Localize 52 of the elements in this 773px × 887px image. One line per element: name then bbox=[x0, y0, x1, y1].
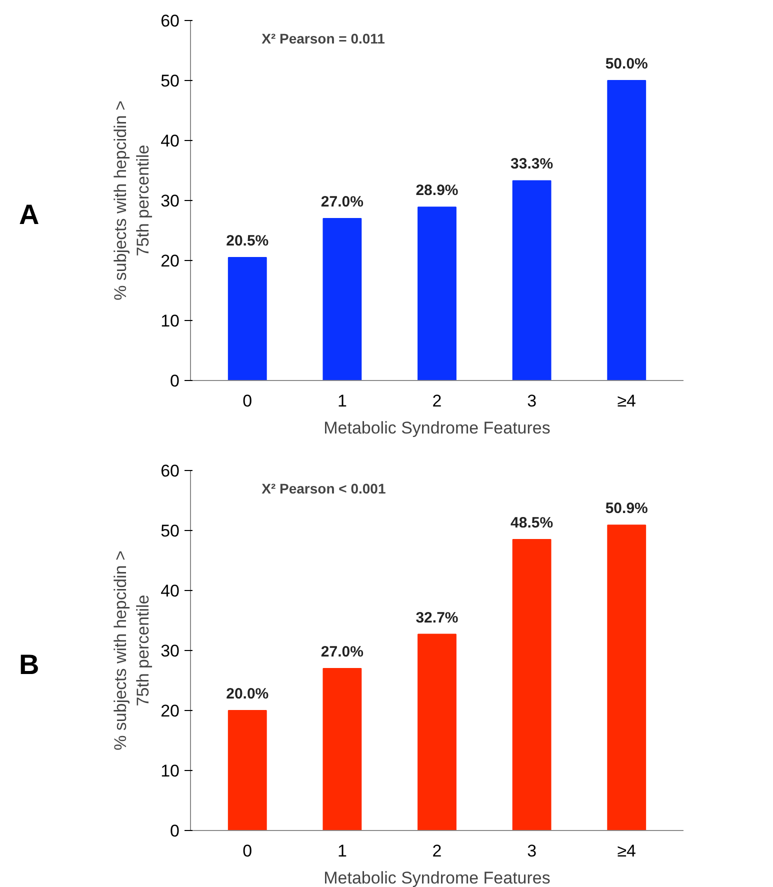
y-tick-label: 0 bbox=[170, 822, 180, 840]
bar bbox=[607, 80, 646, 380]
data-label: 50.0% bbox=[605, 56, 648, 72]
y-tick-label: 10 bbox=[160, 312, 180, 330]
data-label: 20.5% bbox=[226, 232, 269, 250]
data-label: 50.9% bbox=[605, 500, 648, 518]
bar bbox=[512, 539, 552, 830]
bar bbox=[512, 180, 552, 380]
annotation: Χ² Pearson = 0.011 bbox=[262, 30, 386, 46]
y-axis-title: % subjects with hepcidin > 75th percentile bbox=[110, 100, 153, 300]
data-label: 33.3% bbox=[510, 156, 554, 173]
x-tick-label: 2 bbox=[432, 842, 442, 860]
x-tick-label: 2 bbox=[432, 392, 442, 410]
y-tick-label: 30 bbox=[160, 642, 180, 660]
data-label: 32.7% bbox=[416, 609, 458, 626]
x-tick-label: 1 bbox=[337, 392, 347, 410]
y-tick-label: 50 bbox=[160, 72, 180, 90]
x-tick-label: 0 bbox=[242, 842, 252, 860]
y-tick-label: 20 bbox=[160, 252, 180, 270]
text: B bbox=[19, 648, 40, 682]
bar bbox=[418, 206, 456, 380]
annotation: Χ² Pearson < 0.001 bbox=[262, 480, 386, 496]
x-tick-label: 3 bbox=[527, 842, 537, 860]
y-tick-label: 60 bbox=[160, 462, 180, 480]
y-tick-label: 60 bbox=[160, 12, 180, 30]
y-axis-title: % subjects with hepcidin > 75th percentile bbox=[110, 550, 153, 750]
data-label: 27.0% bbox=[320, 194, 364, 210]
y-tick-label: 30 bbox=[160, 192, 180, 210]
x-axis-title: Metabolic Syndrome Features bbox=[324, 868, 550, 887]
x-tick-label: 3 bbox=[527, 392, 537, 410]
x-tick-label: ≥4 bbox=[617, 842, 636, 860]
bar bbox=[607, 524, 646, 830]
data-label: 28.9% bbox=[416, 182, 458, 200]
y-tick-label: 40 bbox=[160, 582, 180, 600]
bar bbox=[322, 218, 362, 380]
x-tick-label: 1 bbox=[337, 842, 347, 860]
data-label: 20.0% bbox=[226, 686, 269, 702]
y-tick-label: 40 bbox=[160, 132, 180, 150]
data-label: 27.0% bbox=[320, 644, 364, 660]
x-tick-label: ≥4 bbox=[617, 392, 636, 410]
data-label: 48.5% bbox=[510, 514, 554, 532]
y-tick-label: 0 bbox=[170, 372, 180, 390]
bar bbox=[322, 668, 362, 830]
bar bbox=[228, 710, 267, 830]
text: A bbox=[19, 198, 40, 232]
x-tick-label: 0 bbox=[242, 392, 252, 410]
x-axis-title: Metabolic Syndrome Features bbox=[324, 418, 550, 438]
y-tick-label: 50 bbox=[160, 522, 180, 540]
y-tick-label: 10 bbox=[160, 762, 180, 780]
y-tick-label: 20 bbox=[160, 702, 180, 720]
bar bbox=[228, 257, 267, 380]
bar bbox=[418, 634, 456, 830]
